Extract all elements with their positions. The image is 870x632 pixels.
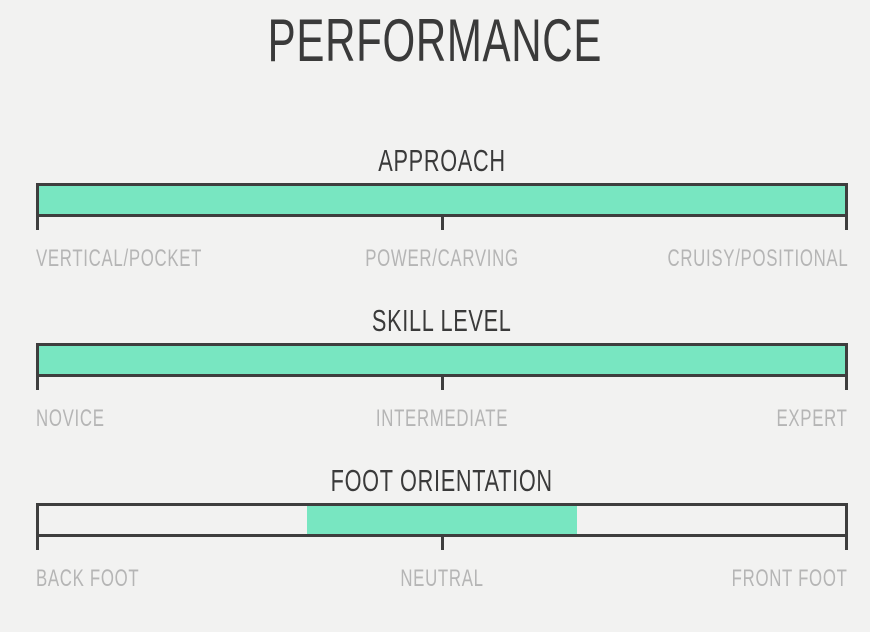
performance-infographic: PERFORMANCE APPROACH VERTICAL/POCKET POW… xyxy=(0,8,870,632)
scale-approach-fill xyxy=(39,186,845,214)
scale-approach-track xyxy=(36,183,848,230)
axis-label-center: NEUTRAL xyxy=(400,565,484,592)
scale-approach-title: APPROACH xyxy=(36,143,848,179)
scale-approach: APPROACH VERTICAL/POCKET POWER/CARVING C… xyxy=(36,143,848,273)
axis-label-center: INTERMEDIATE xyxy=(375,405,509,432)
axis-label-center: POWER/CARVING xyxy=(365,245,519,272)
page-title-text: PERFORMANCE xyxy=(267,7,603,74)
tick-center xyxy=(440,374,444,390)
scale-skill-level-title-text: SKILL LEVEL xyxy=(372,303,512,338)
axis-label-left: NOVICE xyxy=(36,405,105,432)
axis-label-right: EXPERT xyxy=(776,405,848,432)
axis-label-left: VERTICAL/POCKET xyxy=(36,245,203,272)
tick-right xyxy=(845,374,848,390)
tick-left xyxy=(36,374,39,390)
scale-skill-level-track xyxy=(36,343,848,390)
scale-foot-orientation-track xyxy=(36,503,848,550)
scale-approach-labels: VERTICAL/POCKET POWER/CARVING CRUISY/POS… xyxy=(36,245,848,273)
axis-label-right: FRONT FOOT xyxy=(732,565,848,592)
tick-left xyxy=(36,534,39,550)
scale-foot-orientation-labels: BACK FOOT NEUTRAL FRONT FOOT xyxy=(36,565,848,593)
scale-skill-level-fill xyxy=(39,346,845,374)
scale-skill-level-labels: NOVICE INTERMEDIATE EXPERT xyxy=(36,405,848,433)
tick-right xyxy=(845,214,848,230)
axis-label-right: CRUISY/POSITIONAL xyxy=(667,245,848,272)
scale-foot-orientation: FOOT ORIENTATION BACK FOOT NEUTRAL FRONT… xyxy=(36,463,848,593)
scale-approach-title-text: APPROACH xyxy=(378,143,506,178)
scale-skill-level: SKILL LEVEL NOVICE INTERMEDIATE EXPERT xyxy=(36,303,848,433)
tick-right xyxy=(845,534,848,550)
scale-foot-orientation-fill xyxy=(307,506,577,534)
page-title: PERFORMANCE xyxy=(0,8,870,74)
scale-foot-orientation-title-text: FOOT ORIENTATION xyxy=(330,463,554,498)
axis-label-left: BACK FOOT xyxy=(36,565,140,592)
scale-foot-orientation-title: FOOT ORIENTATION xyxy=(36,463,848,499)
scale-skill-level-title: SKILL LEVEL xyxy=(36,303,848,339)
tick-center xyxy=(440,534,444,550)
tick-center xyxy=(440,214,444,230)
tick-left xyxy=(36,214,39,230)
